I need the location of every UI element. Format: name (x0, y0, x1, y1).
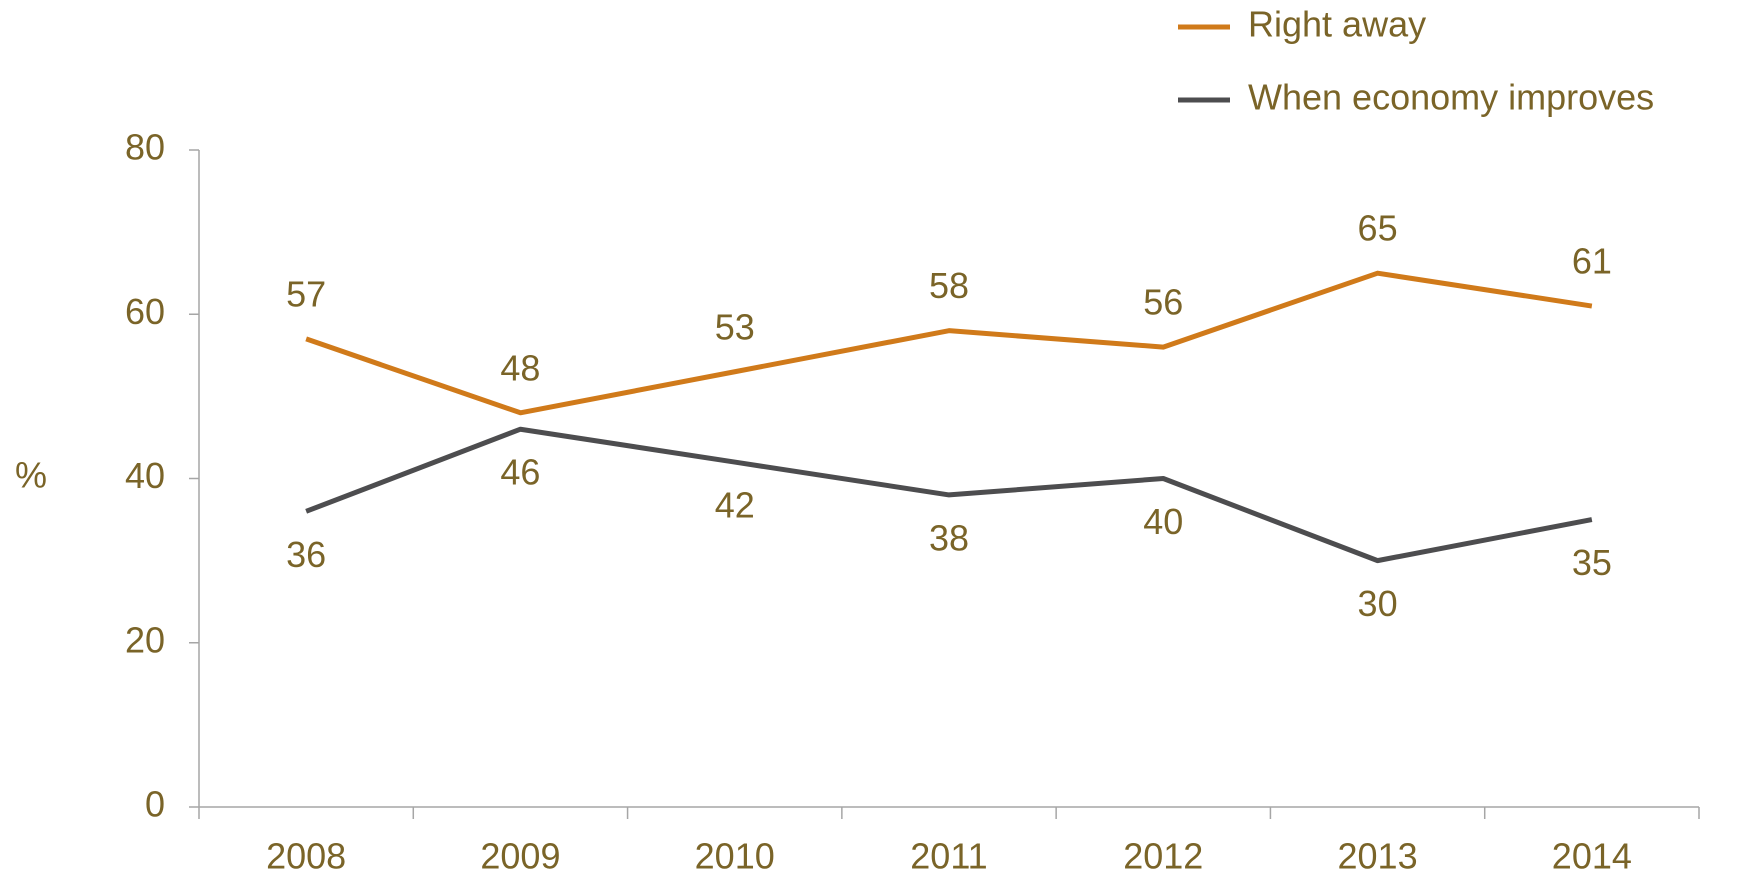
data-label: 36 (286, 534, 326, 575)
y-tick-label: 80 (125, 127, 165, 168)
data-label: 57 (286, 273, 326, 314)
data-label: 48 (500, 347, 540, 388)
data-label: 65 (1358, 208, 1398, 249)
data-label: 53 (715, 306, 755, 347)
x-tick-label: 2013 (1338, 836, 1418, 872)
data-label: 38 (929, 517, 969, 558)
x-tick-label: 2011 (910, 836, 987, 872)
y-tick-label: 60 (125, 291, 165, 332)
y-axis-label: % (15, 455, 47, 496)
y-tick-label: 20 (125, 619, 165, 660)
data-label: 61 (1572, 241, 1612, 282)
y-tick-label: 0 (145, 784, 165, 825)
series-line (305, 270, 1593, 416)
x-tick-label: 2008 (266, 836, 346, 872)
x-tick-label: 2009 (480, 836, 560, 872)
x-tick-label: 2010 (695, 836, 775, 872)
data-label: 58 (929, 265, 969, 306)
data-label: 42 (715, 485, 755, 526)
legend-label: When economy improves (1248, 77, 1654, 118)
data-label: 30 (1358, 583, 1398, 624)
data-label: 35 (1572, 542, 1612, 583)
y-tick-label: 40 (125, 455, 165, 496)
data-label: 56 (1143, 282, 1183, 323)
legend-label: Right away (1248, 4, 1426, 45)
data-label: 46 (500, 452, 540, 493)
data-label: 40 (1143, 501, 1183, 542)
x-tick-label: 2012 (1123, 836, 1203, 872)
x-tick-label: 2014 (1552, 836, 1632, 872)
series-line (305, 426, 1593, 564)
